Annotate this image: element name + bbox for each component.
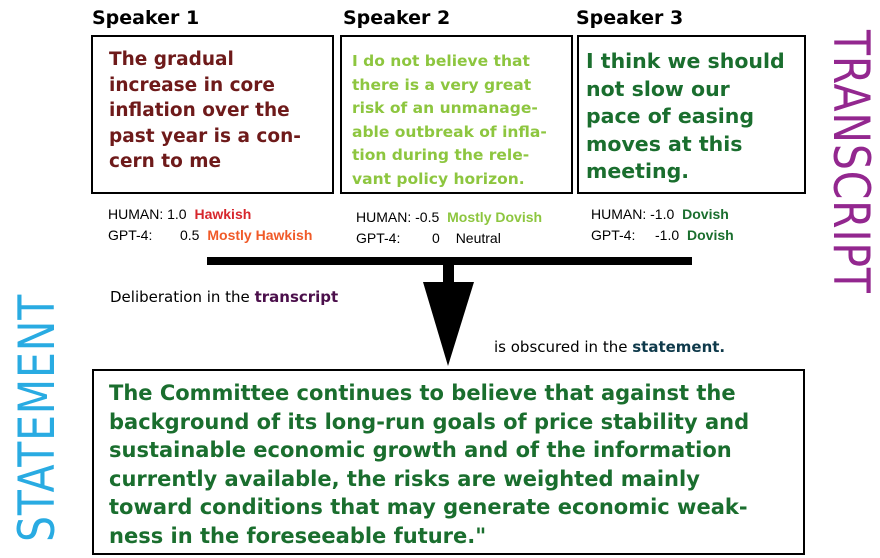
statement-line: ness in the foreseeable future." <box>109 523 487 548</box>
gpt4-rating: GPT-4: 0.5 Mostly Hawkish <box>108 225 312 246</box>
speaker-3-quote: I think we should not slow our pace of e… <box>586 48 804 186</box>
deliberation-caption: Deliberation in the transcript <box>110 288 338 306</box>
quote-line: inflation over the <box>109 100 290 121</box>
transcript-keyword: transcript <box>254 288 339 306</box>
gpt4-class: Dovish <box>687 227 734 243</box>
statement-line: currently available, the risks are weigh… <box>109 466 700 491</box>
quote-line: moves at this <box>586 131 743 156</box>
speaker-1-quote: The gradual increase in core inflation o… <box>109 47 324 175</box>
human-label: HUMAN: <box>108 206 164 222</box>
gpt4-score: 0 <box>432 230 440 246</box>
human-rating: HUMAN: -1.0 Dovish <box>591 204 734 225</box>
speaker-1-ratings: HUMAN: 1.0 Hawkish GPT-4: 0.5 Mostly Hawk… <box>108 204 312 246</box>
speaker-2-ratings: HUMAN: -0.5 Mostly Dovish GPT-4: 0 Neutra… <box>356 207 542 249</box>
statement-line: toward conditions that may generate econ… <box>109 495 748 519</box>
gpt4-label: GPT-4: <box>108 227 153 243</box>
speaker-3-ratings: HUMAN: -1.0 Dovish GPT-4: -1.0 Dovish <box>591 204 734 246</box>
human-rating: HUMAN: -0.5 Mostly Dovish <box>356 207 542 228</box>
quote-line: cern to me <box>109 151 222 172</box>
speaker-3-quote-box: I think we should not slow our pace of e… <box>577 35 806 194</box>
gpt4-label: GPT-4: <box>356 230 401 246</box>
gpt4-class: Mostly Hawkish <box>207 227 313 243</box>
down-arrow-icon <box>423 282 474 366</box>
quote-line: risk of an unmanage- <box>352 99 538 117</box>
statement-line: sustainable economic growth and of the i… <box>109 438 732 462</box>
quote-line: not slow our <box>586 76 730 101</box>
gpt4-score: 0.5 <box>180 227 200 243</box>
gpt4-score: -1.0 <box>655 227 680 243</box>
human-class: Dovish <box>682 206 729 222</box>
obscured-prefix: is obscured in the <box>494 338 628 356</box>
quote-line: increase in core <box>109 74 275 96</box>
gpt4-label: GPT-4: <box>591 227 636 243</box>
quote-line: there is a very great <box>352 75 532 94</box>
speaker-2-quote: I do not believe that there is a very gr… <box>352 50 571 191</box>
statement-line: background of its long-run goals of pric… <box>109 409 750 434</box>
statement-line: The Committee continues to believe that … <box>109 381 736 405</box>
deliberation-prefix: Deliberation in the <box>110 288 250 306</box>
statement-side-title: STATEMENT <box>8 293 66 542</box>
quote-line: vant policy horizon. <box>352 169 525 188</box>
speaker-2-quote-box: I do not believe that there is a very gr… <box>340 35 573 194</box>
transcript-side-title: TRANSCRIPT <box>822 30 880 294</box>
human-score: 1.0 <box>167 206 187 222</box>
human-class: Hawkish <box>194 206 252 222</box>
quote-line: I do not believe that <box>352 52 530 70</box>
gpt4-class: Neutral <box>455 230 501 246</box>
quote-line: tion during the rele- <box>352 146 530 164</box>
speaker-3-heading: Speaker 3 <box>576 7 684 29</box>
gpt4-rating: GPT-4: -1.0 Dovish <box>591 225 734 246</box>
quote-line: The gradual <box>109 49 234 70</box>
obscured-caption: is obscured in the statement. <box>494 338 725 356</box>
human-score: -1.0 <box>650 206 675 222</box>
arrow-stem <box>443 261 454 285</box>
gpt4-rating: GPT-4: 0 Neutral <box>356 228 542 249</box>
human-label: HUMAN: <box>356 209 412 225</box>
human-rating: HUMAN: 1.0 Hawkish <box>108 204 312 225</box>
speaker-1-quote-box: The gradual increase in core inflation o… <box>91 35 334 194</box>
quote-line: past year is a con- <box>109 125 301 147</box>
speaker-2-heading: Speaker 2 <box>343 7 451 29</box>
horizontal-bar <box>207 257 692 265</box>
speaker-1-heading: Speaker 1 <box>92 7 200 29</box>
human-score: -0.5 <box>415 209 440 225</box>
statement-keyword: statement. <box>632 338 726 356</box>
quote-line: able outbreak of infla- <box>352 122 547 141</box>
statement-box: The Committee continues to believe that … <box>92 369 805 555</box>
quote-line: I think we should <box>586 49 785 73</box>
quote-line: meeting. <box>586 159 690 183</box>
statement-text: The Committee continues to believe that … <box>109 379 799 550</box>
human-label: HUMAN: <box>591 206 647 222</box>
quote-line: pace of easing <box>586 104 755 128</box>
human-class: Mostly Dovish <box>447 209 543 225</box>
